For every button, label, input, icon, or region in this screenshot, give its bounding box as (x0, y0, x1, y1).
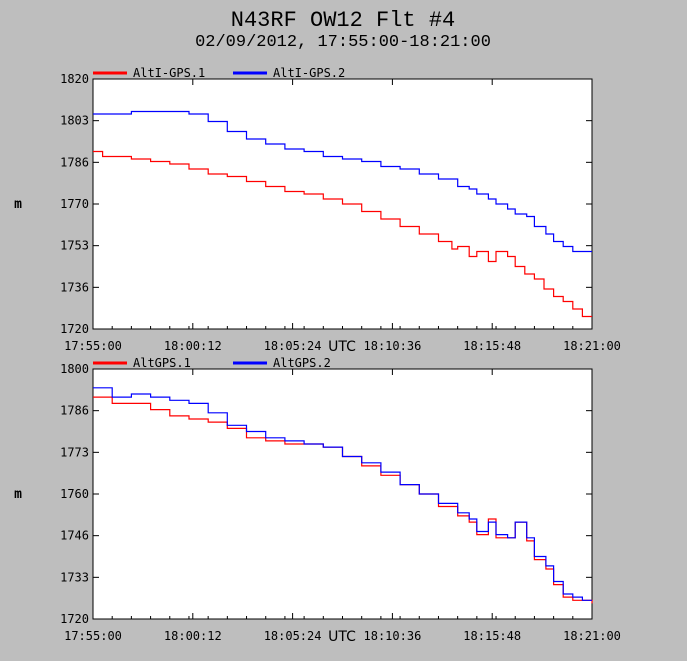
plot-area (92, 368, 593, 620)
x-tick-label: 18:05:24 (264, 339, 322, 353)
y-tick-label: 1760 (60, 487, 89, 501)
x-tick-label: 17:55:00 (64, 629, 122, 643)
series-line-2 (93, 387, 592, 601)
x-tick-label: 18:15:48 (463, 339, 521, 353)
x-tick-label: 18:10:36 (364, 339, 422, 353)
x-tick-label: 18:00:12 (164, 339, 222, 353)
legend-label-1: AltI-GPS.1 (133, 66, 205, 80)
y-tick-label: 1770 (60, 197, 89, 211)
y-tick-label: 1803 (60, 114, 89, 128)
y-axis-label: m (14, 487, 22, 502)
y-tick-label: 1733 (60, 570, 89, 584)
x-axis-label: UTC (328, 339, 356, 355)
chart-subtitle: 02/09/2012, 17:55:00-18:21:00 (195, 33, 491, 52)
y-tick-label: 1753 (60, 239, 89, 253)
series-line-2 (93, 110, 592, 253)
y-tick-label: 1746 (60, 529, 89, 543)
chart-panel-2: 1720 1733 1746 1760 1773 1786 1800 17:55:00 18:0… (14, 356, 621, 645)
x-axis-label: UTC (328, 629, 356, 645)
y-tick-label: 1786 (60, 404, 89, 418)
x-tick-label: 17:55:00 (64, 339, 122, 353)
y-tick-label: 1786 (60, 155, 89, 169)
y-tick-label: 1773 (60, 445, 89, 459)
y-tick-label: 1820 (60, 72, 89, 86)
y-axis-label: m (14, 197, 22, 212)
legend-label-1: AltGPS.1 (133, 356, 191, 370)
legend-label-2: AltGPS.2 (273, 356, 331, 370)
x-tick-label: 18:15:48 (463, 629, 521, 643)
y-tick-label: 1800 (60, 362, 89, 376)
chart-panel-1: 1720 1736 1753 1770 1786 1803 1820 17:55:00 18:0… (14, 66, 621, 355)
x-tick-label: 18:05:24 (264, 629, 322, 643)
y-tick-label: 1720 (60, 322, 89, 336)
x-tick-label: 18:00:12 (164, 629, 222, 643)
x-tick-label: 18:21:00 (563, 339, 621, 353)
y-tick-label: 1736 (60, 280, 89, 294)
series-line-1 (93, 150, 592, 318)
y-tick-label: 1720 (60, 612, 89, 626)
chart-title: N43RF OW12 Flt #4 (231, 8, 455, 33)
x-tick-label: 18:21:00 (563, 629, 621, 643)
legend-label-2: AltI-GPS.2 (273, 66, 345, 80)
x-tick-label: 18:10:36 (364, 629, 422, 643)
